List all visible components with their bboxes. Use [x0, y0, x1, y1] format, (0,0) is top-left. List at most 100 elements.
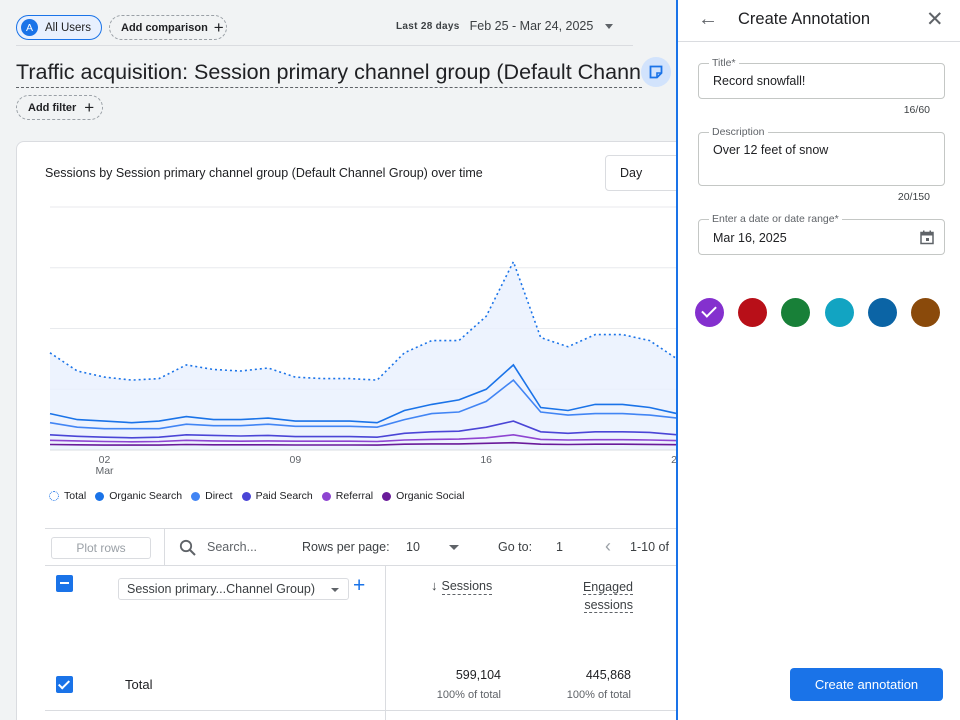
color-swatch[interactable] — [781, 298, 811, 327]
x-tick-sublabel: Mar — [95, 465, 114, 477]
x-tick-label: 16 — [480, 454, 492, 466]
title-field-value[interactable]: Record snowfall! — [713, 74, 806, 88]
plot-rows-button[interactable]: Plot rows — [51, 537, 151, 559]
panel-title: Create Annotation — [738, 10, 871, 28]
legend-item[interactable]: Total — [49, 490, 86, 502]
calendar-icon[interactable] — [920, 230, 934, 245]
add-dimension-icon[interactable]: + — [353, 574, 366, 597]
color-swatch[interactable] — [824, 298, 854, 327]
legend-swatch — [49, 491, 59, 501]
color-swatch[interactable] — [867, 298, 897, 327]
report-card: Sessions by Session primary channel grou… — [16, 141, 676, 720]
chart-title: Sessions by Session primary channel grou… — [45, 166, 483, 180]
description-field[interactable]: Description Over 12 feet of snow — [698, 126, 945, 186]
rows-per-page-label: Rows per page: — [302, 540, 390, 554]
description-char-count: 20/150 — [897, 191, 930, 203]
legend-swatch — [382, 491, 392, 501]
chevron-left-icon[interactable]: ‹ — [605, 536, 611, 556]
caret-down-icon — [331, 588, 339, 592]
x-tick-label: 02 — [99, 454, 111, 466]
row-divider — [45, 710, 676, 711]
search-icon[interactable] — [179, 539, 197, 557]
date-range-value: Feb 25 - Mar 24, 2025 — [469, 19, 594, 33]
annotation-note-icon — [649, 65, 663, 79]
goto-input[interactable]: 1 — [556, 540, 563, 554]
annotation-icon-button[interactable] — [641, 57, 671, 87]
legend-label: Direct — [205, 490, 233, 502]
date-range-picker[interactable]: Last 28 days Feb 25 - Mar 24, 2025 — [396, 19, 614, 33]
description-field-label: Description — [709, 126, 768, 138]
date-field[interactable]: Enter a date or date range* Mar 16, 2025 — [698, 213, 945, 255]
dimension-select[interactable]: Session primary...Channel Group) — [118, 578, 349, 600]
column-header-engaged-line1: Engaged — [582, 580, 633, 595]
color-picker — [695, 298, 954, 327]
granularity-select[interactable]: Day — [605, 155, 676, 191]
series-line-paid-search — [49, 420, 676, 439]
legend-label: Total — [64, 490, 87, 502]
total-row-checkbox[interactable] — [56, 676, 73, 693]
column-header-sessions-label: Sessions — [441, 579, 493, 595]
select-all-checkbox[interactable] — [56, 575, 73, 592]
series-line-total — [49, 259, 676, 381]
sort-arrow-down-icon: ↓ — [431, 578, 438, 593]
add-comparison-button[interactable]: Add comparison + — [109, 15, 227, 40]
legend-item[interactable]: Paid Search — [241, 490, 313, 502]
column-header-engaged-sessions[interactable]: Engaged sessions — [555, 578, 633, 614]
divider — [164, 529, 165, 566]
legend-swatch — [241, 491, 251, 501]
series-line-organic-social — [49, 441, 676, 446]
add-filter-label: Add filter — [28, 101, 77, 114]
segment-chip-all-users[interactable]: A All Users — [16, 15, 102, 40]
legend-label: Referral — [335, 490, 374, 502]
legend-label: Paid Search — [255, 490, 313, 502]
add-filter-button[interactable]: Add filter + — [16, 95, 103, 120]
date-range-label: Last 28 days — [396, 20, 460, 32]
series-area-total — [50, 261, 676, 450]
description-field-value[interactable]: Over 12 feet of snow — [713, 143, 829, 157]
date-field-value[interactable]: Mar 16, 2025 — [713, 231, 787, 245]
segment-avatar: A — [21, 19, 38, 36]
page-title: Traffic acquisition: Session primary cha… — [16, 60, 642, 88]
total-sessions-value: 599,104 — [455, 668, 501, 682]
total-engaged-value: 445,868 — [585, 668, 631, 682]
column-header-engaged-line2: sessions — [584, 598, 633, 613]
title-field[interactable]: Title* Record snowfall! — [698, 57, 945, 99]
total-row-label: Total — [125, 677, 153, 692]
divider — [16, 45, 633, 46]
create-annotation-panel: ← Create Annotation ✕ Title* Record snow… — [676, 0, 960, 720]
legend-label: Organic Social — [396, 490, 465, 502]
search-input[interactable]: Search... — [207, 540, 258, 554]
color-swatch-selected[interactable] — [695, 298, 724, 327]
legend-swatch — [191, 491, 201, 501]
legend-label: Organic Search — [109, 490, 183, 502]
title-field-label: Title* — [709, 57, 739, 69]
column-header-sessions[interactable]: ↓ Sessions — [431, 578, 493, 595]
title-char-count: 16/60 — [903, 104, 930, 116]
create-annotation-button[interactable]: Create annotation — [790, 668, 943, 701]
total-sessions-percent: 100% of total — [436, 689, 501, 701]
legend-swatch — [321, 491, 331, 501]
panel-header: ← Create Annotation ✕ — [678, 0, 960, 42]
legend-item[interactable]: Referral — [321, 490, 374, 502]
legend-item[interactable]: Organic Social — [382, 490, 464, 502]
segment-label: All Users — [45, 21, 92, 34]
caret-down-icon[interactable] — [449, 545, 459, 550]
total-engaged-percent: 100% of total — [566, 689, 631, 701]
x-tick-label: 23 — [671, 454, 676, 466]
report-area: A All Users Add comparison + Last 28 day… — [0, 0, 676, 720]
date-field-label: Enter a date or date range* — [709, 213, 842, 225]
back-arrow-icon[interactable]: ← — [698, 8, 718, 30]
rows-per-page-select[interactable]: 10 — [406, 540, 420, 554]
plus-icon: + — [213, 17, 224, 37]
plus-icon: + — [84, 97, 95, 117]
legend-item[interactable]: Organic Search — [95, 490, 182, 502]
series-line-referral — [49, 433, 676, 443]
legend-item[interactable]: Direct — [191, 490, 233, 502]
add-comparison-label: Add comparison — [121, 21, 208, 34]
color-swatch[interactable] — [738, 298, 768, 327]
dimension-select-label: Session primary...Channel Group) — [127, 582, 316, 596]
close-icon[interactable]: ✕ — [926, 8, 944, 31]
table-toolbar: Plot rows Search... Rows per page: 10 Go… — [45, 528, 676, 566]
x-tick-label: 09 — [290, 454, 302, 466]
color-swatch[interactable] — [910, 298, 940, 327]
